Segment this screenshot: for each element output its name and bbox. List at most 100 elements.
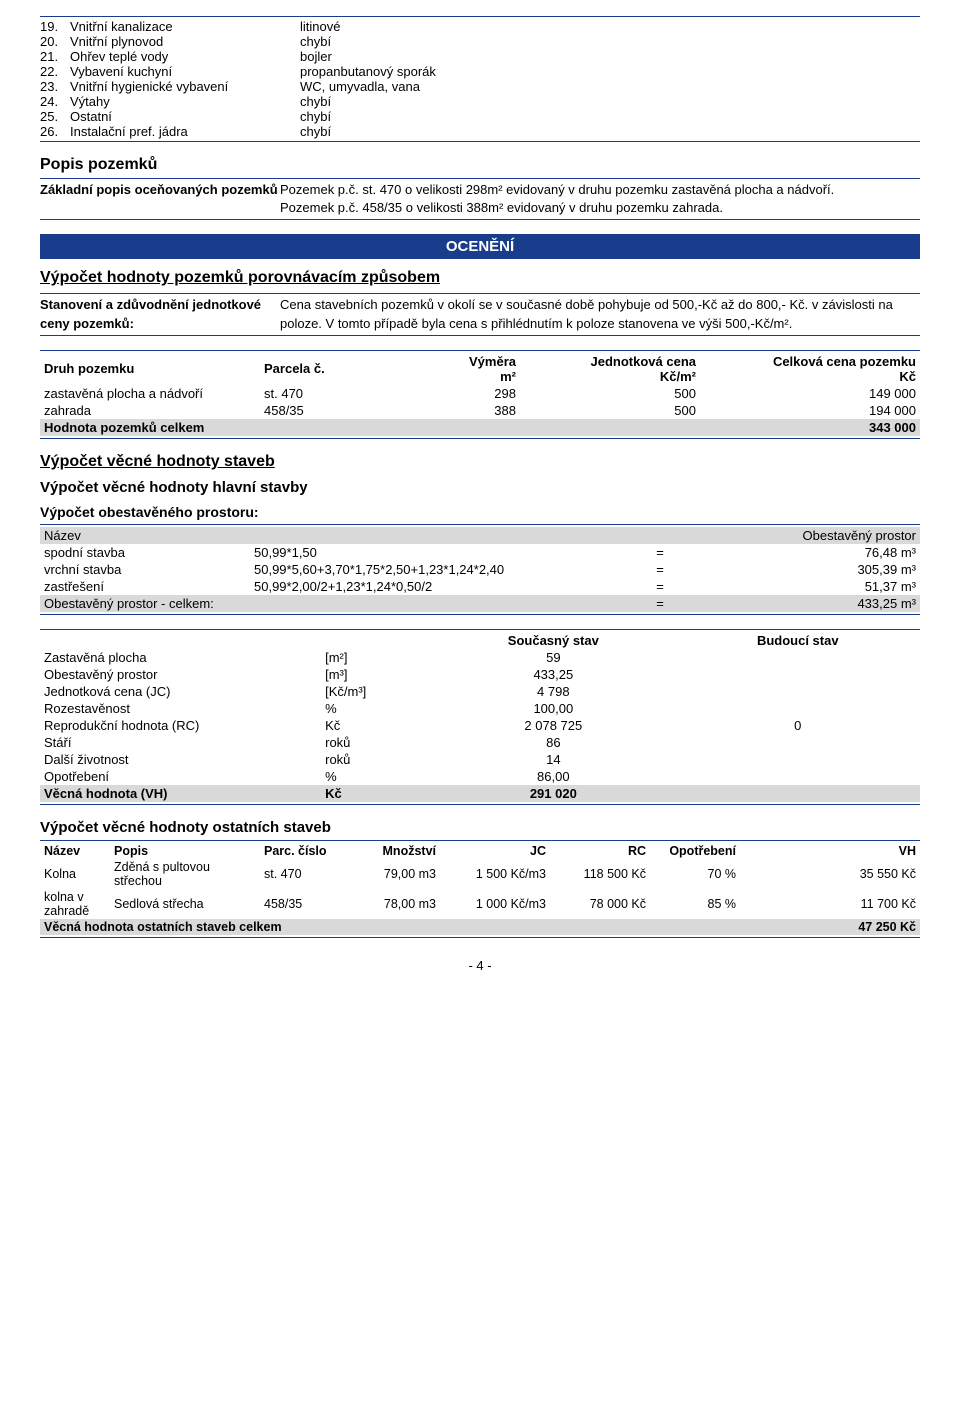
table-row: spodní stavba50,99*1,50=76,48 m³	[40, 544, 920, 561]
item-label: Vybavení kuchyní	[70, 64, 300, 79]
total-value: 47 250 Kč	[740, 919, 920, 935]
table-row: Stáříroků86	[40, 734, 920, 751]
td: Zděná s pultovou střechou	[110, 859, 260, 889]
td	[676, 649, 920, 666]
td: 86	[431, 734, 675, 751]
land-table-box: Druh pozemku Parcela č. Výměram² Jednotk…	[40, 350, 920, 439]
td: 118 500 Kč	[550, 859, 650, 889]
state-table: Současný stav Budoucí stav Zastavěná plo…	[40, 632, 920, 802]
table-row: vrchní stavba50,99*5,60+3,70*1,75*2,50+1…	[40, 561, 920, 578]
td: Kč	[321, 717, 431, 734]
item-value: chybí	[300, 109, 920, 124]
td: 458/35	[260, 889, 350, 919]
td: Zastavěná plocha	[40, 649, 321, 666]
td: Stáří	[40, 734, 321, 751]
td: Reprodukční hodnota (RC)	[40, 717, 321, 734]
land-calc-title: Výpočet hodnoty pozemků porovnávacím způ…	[40, 269, 920, 287]
item-row: 25.Ostatníchybí	[40, 109, 920, 124]
table-row: Rozestavěnost%100,00	[40, 700, 920, 717]
td: 79,00 m3	[350, 859, 440, 889]
th: Současný stav	[431, 632, 675, 649]
th	[250, 527, 640, 544]
item-value: chybí	[300, 124, 920, 139]
td: Kolna	[40, 859, 110, 889]
th: Parc. číslo	[260, 843, 350, 859]
item-num: 25.	[40, 109, 70, 124]
td: 14	[431, 751, 675, 768]
land-desc-label: Základní popis oceňovaných pozemků	[40, 181, 280, 217]
item-value: chybí	[300, 94, 920, 109]
table-header-row: Název Popis Parc. číslo Množství JC RC O…	[40, 843, 920, 859]
land-desc-line: Pozemek p.č. 458/35 o velikosti 388m² ev…	[280, 199, 920, 217]
th: JC	[440, 843, 550, 859]
total-value: 343 000	[700, 419, 920, 436]
total-row: Věcná hodnota (VH)Kč291 020	[40, 785, 920, 802]
th: Popis	[110, 843, 260, 859]
item-label: Vnitřní hygienické vybavení	[70, 79, 300, 94]
total-row: Hodnota pozemků celkem 343 000	[40, 419, 920, 436]
land-desc-text: Pozemek p.č. st. 470 o velikosti 298m² e…	[280, 181, 920, 217]
td: Rozestavěnost	[40, 700, 321, 717]
td: st. 470	[260, 385, 380, 402]
td: 194 000	[700, 402, 920, 419]
th: Budoucí stav	[676, 632, 920, 649]
td: 35 550 Kč	[740, 859, 920, 889]
td: 59	[431, 649, 675, 666]
table-row: zastavěná plocha a nádvoří st. 470 298 5…	[40, 385, 920, 402]
table-row: zastřešení50,99*2,00/2+1,23*1,24*0,50/2=…	[40, 578, 920, 595]
td: 433,25	[431, 666, 675, 683]
other-buildings-title: Výpočet věcné hodnoty ostatních staveb	[40, 819, 920, 836]
td: 70 %	[650, 859, 740, 889]
td: 51,37 m³	[680, 578, 920, 595]
td	[676, 734, 920, 751]
th: Opotřebení	[650, 843, 740, 859]
td	[676, 768, 920, 785]
td: 291 020	[431, 785, 675, 802]
td: 76,48 m³	[680, 544, 920, 561]
land-calc-just-box: Stanovení a zdůvodnění jednotkové ceny p…	[40, 293, 920, 335]
th: Obestavěný prostor	[680, 527, 920, 544]
td: 500	[520, 402, 700, 419]
land-desc-line: Pozemek p.č. st. 470 o velikosti 298m² e…	[280, 181, 920, 199]
main-building-title: Výpočet věcné hodnoty hlavní stavby	[40, 479, 920, 496]
item-value: propanbutanový sporák	[300, 64, 920, 79]
item-row: 19.Vnitřní kanalizacelitinové	[40, 19, 920, 34]
td	[250, 595, 640, 612]
td: 388	[380, 402, 520, 419]
td: 85 %	[650, 889, 740, 919]
td: 50,99*5,60+3,70*1,75*2,50+1,23*1,24*2,40	[250, 561, 640, 578]
enclosed-space-title: Výpočet obestavěného prostoru:	[40, 504, 920, 520]
td: [Kč/m³]	[321, 683, 431, 700]
td: 4 798	[431, 683, 675, 700]
td: 305,39 m³	[680, 561, 920, 578]
th: Druh pozemku	[40, 353, 260, 385]
other-buildings-box: Název Popis Parc. číslo Množství JC RC O…	[40, 840, 920, 938]
enclosed-space-table: Název Obestavěný prostor spodní stavba50…	[40, 527, 920, 612]
item-num: 20.	[40, 34, 70, 49]
th: Výměram²	[380, 353, 520, 385]
table-header-row: Název Obestavěný prostor	[40, 527, 920, 544]
th	[321, 632, 431, 649]
table-row: Kolna Zděná s pultovou střechou st. 470 …	[40, 859, 920, 889]
total-row: Věcná hodnota ostatních staveb celkem 47…	[40, 919, 920, 935]
valuation-banner: OCENĚNÍ	[40, 234, 920, 259]
td: 298	[380, 385, 520, 402]
td: Věcná hodnota (VH)	[40, 785, 321, 802]
th: Název	[40, 843, 110, 859]
buildings-value-title: Výpočet věcné hodnoty staveb	[40, 453, 920, 471]
item-row: 21.Ohřev teplé vodybojler	[40, 49, 920, 64]
item-num: 19.	[40, 19, 70, 34]
td: 50,99*1,50	[250, 544, 640, 561]
state-box: Současný stav Budoucí stav Zastavěná plo…	[40, 629, 920, 805]
item-row: 23.Vnitřní hygienické vybaveníWC, umyvad…	[40, 79, 920, 94]
td: roků	[321, 734, 431, 751]
item-label: Výtahy	[70, 94, 300, 109]
table-header-row: Druh pozemku Parcela č. Výměram² Jednotk…	[40, 353, 920, 385]
item-value: chybí	[300, 34, 920, 49]
th: Název	[40, 527, 250, 544]
table-row: Reprodukční hodnota (RC)Kč2 078 7250	[40, 717, 920, 734]
land-desc-box: Základní popis oceňovaných pozemků Pozem…	[40, 178, 920, 220]
td: zastavěná plocha a nádvoří	[40, 385, 260, 402]
table-row: Zastavěná plocha[m²]59	[40, 649, 920, 666]
item-row: 20.Vnitřní plynovodchybí	[40, 34, 920, 49]
